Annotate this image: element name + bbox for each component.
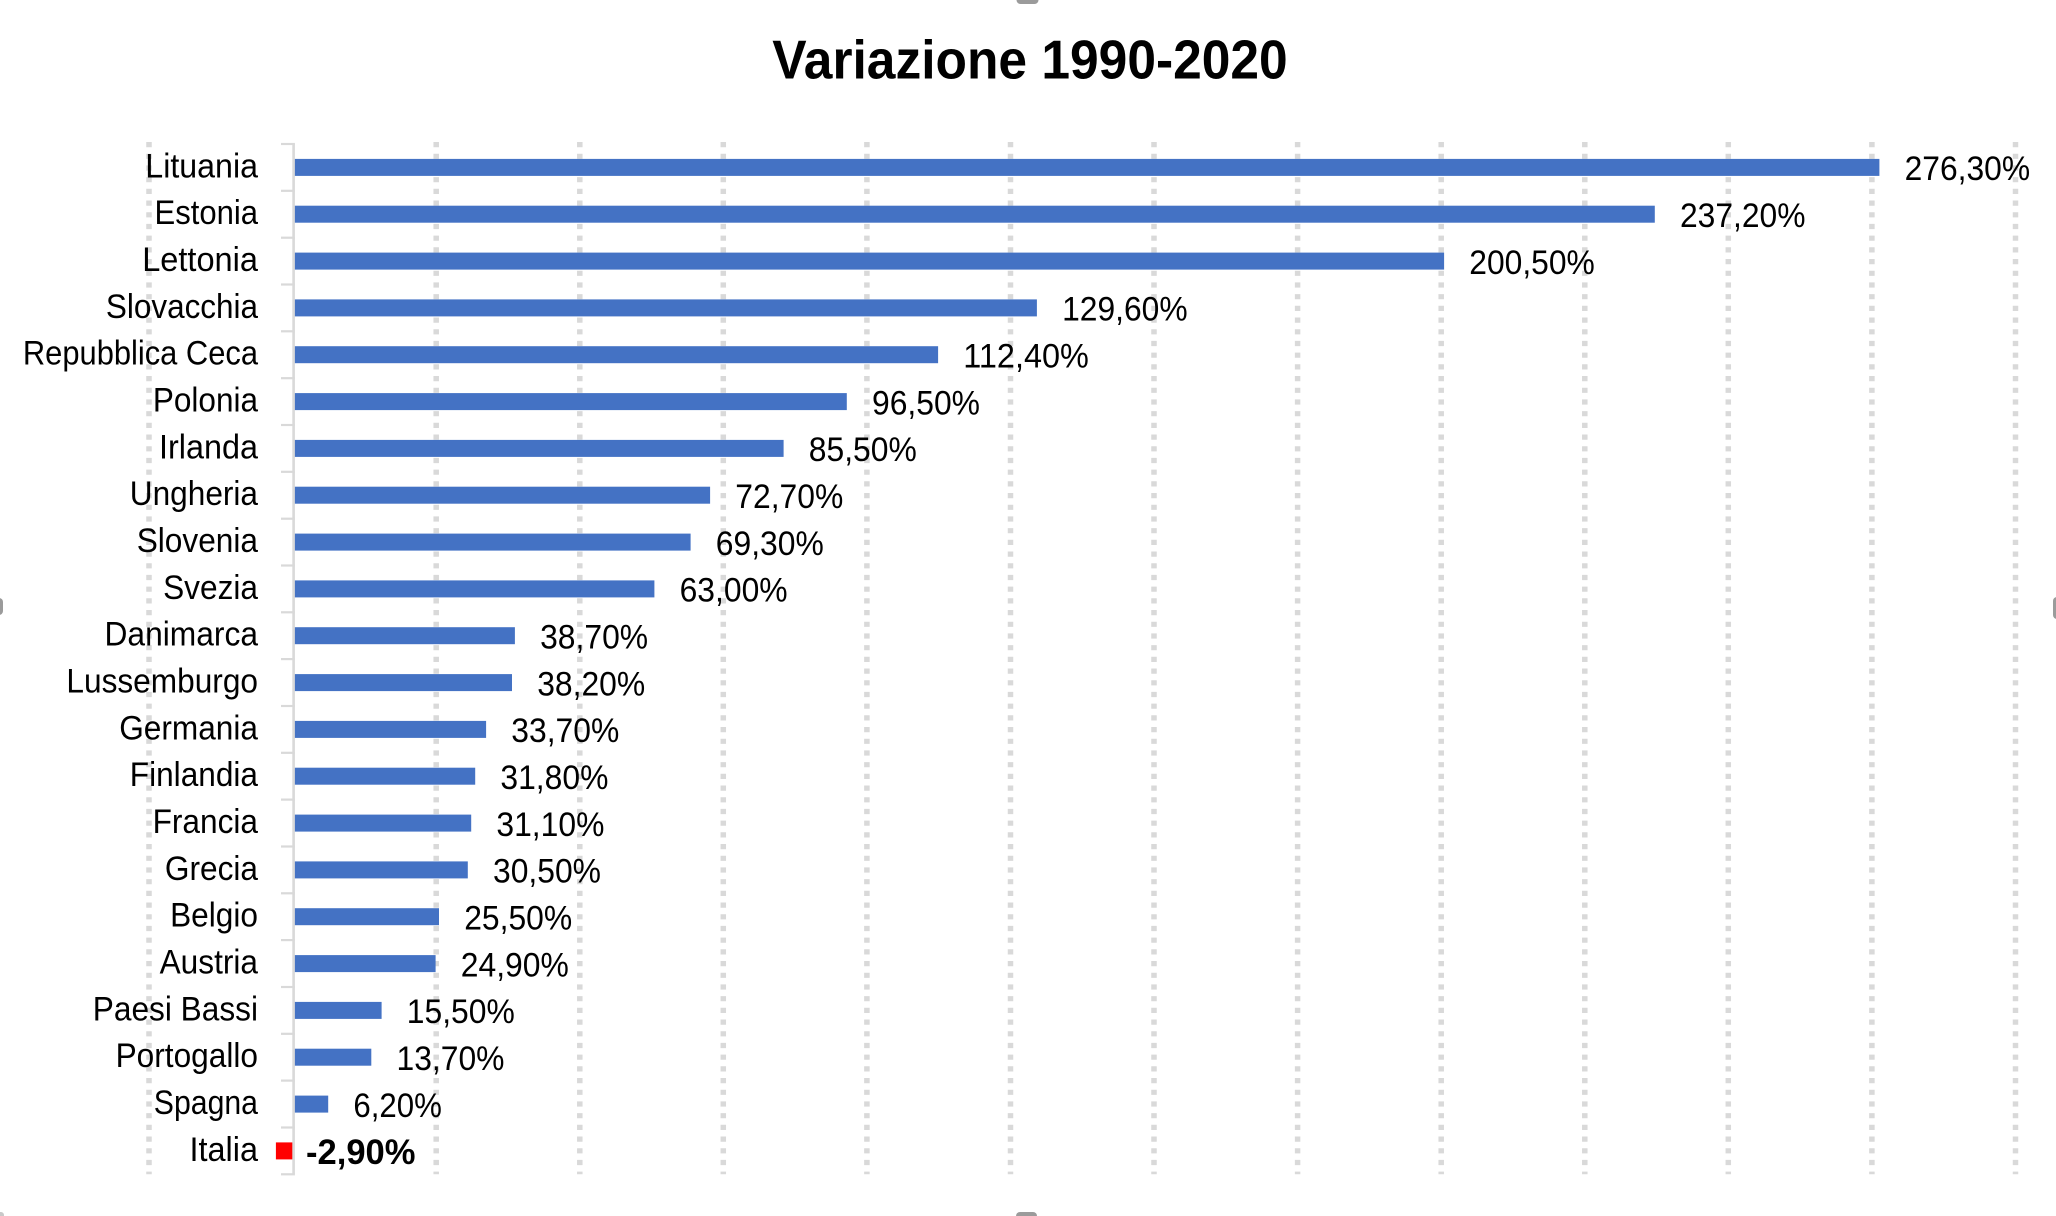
svg-text:15,50%: 15,50% xyxy=(407,993,515,1031)
svg-text:85,50%: 85,50% xyxy=(809,431,917,469)
svg-text:Estonia: Estonia xyxy=(155,194,259,232)
svg-text:69,30%: 69,30% xyxy=(716,525,824,563)
svg-text:33,70%: 33,70% xyxy=(511,712,619,750)
svg-text:63,00%: 63,00% xyxy=(680,572,788,610)
svg-text:Francia: Francia xyxy=(153,803,258,841)
svg-text:Variazione 1990-2020: Variazione 1990-2020 xyxy=(772,29,1287,91)
svg-text:72,70%: 72,70% xyxy=(735,478,843,516)
svg-text:Lussemburgo: Lussemburgo xyxy=(66,663,258,701)
svg-text:Irlanda: Irlanda xyxy=(159,428,258,466)
svg-text:Spagna: Spagna xyxy=(154,1084,258,1122)
svg-text:-2,90%: -2,90% xyxy=(306,1133,416,1172)
svg-text:Portogallo: Portogallo xyxy=(116,1037,258,1075)
svg-text:31,10%: 31,10% xyxy=(496,806,604,844)
svg-text:112,40%: 112,40% xyxy=(963,337,1089,375)
svg-text:Lettonia: Lettonia xyxy=(142,241,258,279)
svg-text:Ungheria: Ungheria xyxy=(130,475,258,513)
svg-text:276,30%: 276,30% xyxy=(1905,150,2031,188)
svg-text:Paesi Bassi: Paesi Bassi xyxy=(93,990,258,1028)
svg-text:13,70%: 13,70% xyxy=(397,1040,505,1078)
svg-text:38,20%: 38,20% xyxy=(537,665,645,703)
svg-text:Danimarca: Danimarca xyxy=(105,616,259,654)
svg-text:129,60%: 129,60% xyxy=(1062,291,1188,329)
svg-text:237,20%: 237,20% xyxy=(1680,197,1806,235)
svg-text:Finlandia: Finlandia xyxy=(130,756,258,794)
svg-text:6,20%: 6,20% xyxy=(353,1087,442,1125)
svg-text:Belgio: Belgio xyxy=(170,897,258,935)
svg-text:200,50%: 200,50% xyxy=(1469,244,1595,282)
svg-text:Polonia: Polonia xyxy=(153,382,258,420)
svg-text:25,50%: 25,50% xyxy=(464,899,572,937)
svg-text:Austria: Austria xyxy=(160,944,258,982)
svg-text:31,80%: 31,80% xyxy=(500,759,608,797)
svg-text:Lituania: Lituania xyxy=(145,147,258,185)
svg-text:Italia: Italia xyxy=(190,1131,259,1169)
svg-text:Germania: Germania xyxy=(119,709,258,747)
svg-text:38,70%: 38,70% xyxy=(540,618,648,656)
svg-text:Slovenia: Slovenia xyxy=(137,522,258,560)
svg-text:Repubblica Ceca: Repubblica Ceca xyxy=(23,335,258,373)
svg-text:24,90%: 24,90% xyxy=(461,946,569,984)
svg-text:Slovacchia: Slovacchia xyxy=(106,288,258,326)
svg-text:Grecia: Grecia xyxy=(165,850,258,888)
svg-text:30,50%: 30,50% xyxy=(493,853,601,891)
svg-text:Svezia: Svezia xyxy=(163,569,258,607)
svg-text:96,50%: 96,50% xyxy=(872,384,980,422)
